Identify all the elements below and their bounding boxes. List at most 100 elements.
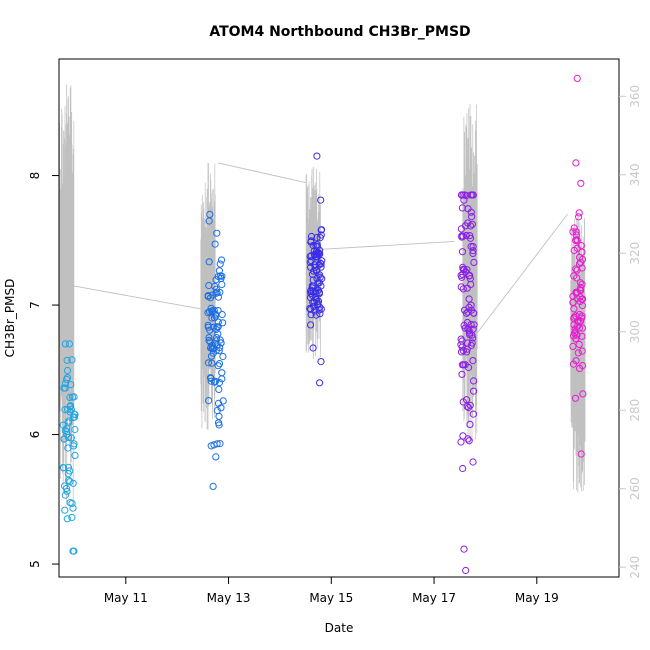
data-point	[467, 242, 475, 251]
data-point	[316, 303, 324, 311]
data-point	[465, 437, 473, 445]
data-point	[461, 324, 469, 332]
data-point	[468, 220, 476, 228]
data-point	[69, 413, 78, 421]
data-point	[313, 274, 321, 283]
data-point	[204, 359, 213, 367]
data-point	[63, 424, 71, 433]
data-point	[205, 217, 213, 225]
data-point	[207, 343, 215, 351]
data-point	[469, 243, 477, 251]
data-point	[464, 404, 473, 412]
y-axis-right: 240 260 280 300 320 340 360	[619, 85, 642, 579]
data-point	[574, 349, 582, 357]
data-point	[573, 74, 581, 83]
data-point	[575, 324, 584, 332]
data-point	[59, 464, 67, 472]
data-point	[579, 362, 587, 370]
data-point	[205, 258, 213, 266]
y2-tick-label: 240	[628, 556, 642, 579]
data-point	[466, 222, 475, 230]
data-point	[312, 253, 320, 261]
data-point	[571, 328, 580, 336]
data-point	[467, 301, 475, 309]
data-point	[211, 282, 219, 290]
data-point	[459, 347, 467, 355]
data-point	[215, 385, 223, 393]
data-point	[459, 191, 467, 199]
data-point	[306, 258, 314, 266]
x-axis: May 11 May 13 May 15 May 17 May 19	[104, 577, 559, 605]
data-point	[214, 272, 222, 280]
data-point	[213, 323, 221, 331]
y-axis: 5 6 7 8	[28, 172, 59, 568]
data-point	[61, 506, 69, 514]
x-tick-label: May 17	[412, 591, 456, 605]
data-point	[208, 342, 217, 350]
data-point	[458, 232, 466, 240]
data-point	[63, 366, 72, 375]
data-point	[62, 484, 71, 492]
data-point	[457, 283, 465, 291]
x-tick-label: May 15	[309, 591, 353, 605]
data-point	[217, 404, 225, 412]
data-point	[316, 379, 324, 387]
data-point	[579, 390, 587, 398]
data-point	[469, 458, 477, 466]
data-point	[63, 356, 71, 364]
data-point	[460, 545, 468, 553]
data-point	[69, 479, 77, 487]
data-point	[61, 491, 70, 499]
data-point	[570, 329, 579, 337]
data-point	[207, 304, 215, 312]
data-point	[573, 317, 582, 325]
data-point	[466, 401, 474, 409]
data-point	[307, 257, 315, 265]
data-point	[309, 282, 317, 290]
data-point	[312, 242, 320, 250]
data-point	[309, 287, 317, 295]
data-point	[219, 319, 227, 327]
data-point	[309, 344, 317, 352]
data-point	[470, 321, 478, 329]
data-point	[465, 303, 473, 311]
data-point	[458, 361, 466, 369]
data-point	[318, 275, 326, 283]
data-point	[69, 504, 77, 512]
data-point	[572, 357, 580, 365]
x-tick-label: May 13	[207, 591, 251, 605]
data-point	[572, 228, 580, 236]
data-point	[313, 241, 321, 249]
data-point	[206, 326, 214, 334]
data-point	[63, 487, 71, 495]
data-point	[463, 402, 471, 410]
y-tick-label: 8	[28, 172, 42, 180]
data-point	[470, 377, 478, 385]
data-point	[71, 451, 79, 459]
y-axis-label: CH3Br_PMSD	[3, 279, 17, 358]
data-point	[63, 515, 71, 523]
data-point	[71, 425, 79, 434]
data-point	[307, 238, 315, 246]
data-point	[204, 292, 212, 301]
y-tick-label: 7	[28, 301, 42, 309]
data-point	[67, 381, 75, 389]
data-point	[457, 335, 465, 343]
data-point	[66, 408, 74, 416]
y-tick-label: 5	[28, 560, 42, 568]
data-point	[571, 325, 579, 333]
data-point	[214, 318, 222, 326]
data-point	[459, 464, 467, 473]
data-point	[65, 340, 74, 348]
data-point	[466, 420, 474, 428]
data-point	[215, 421, 223, 429]
data-point	[308, 270, 317, 278]
x-tick-label: May 19	[515, 591, 559, 605]
data-point	[468, 213, 476, 221]
x-tick-label: May 11	[104, 591, 148, 605]
data-point	[570, 272, 578, 280]
data-point	[470, 258, 478, 266]
data-point	[570, 315, 578, 323]
data-point	[466, 331, 474, 339]
